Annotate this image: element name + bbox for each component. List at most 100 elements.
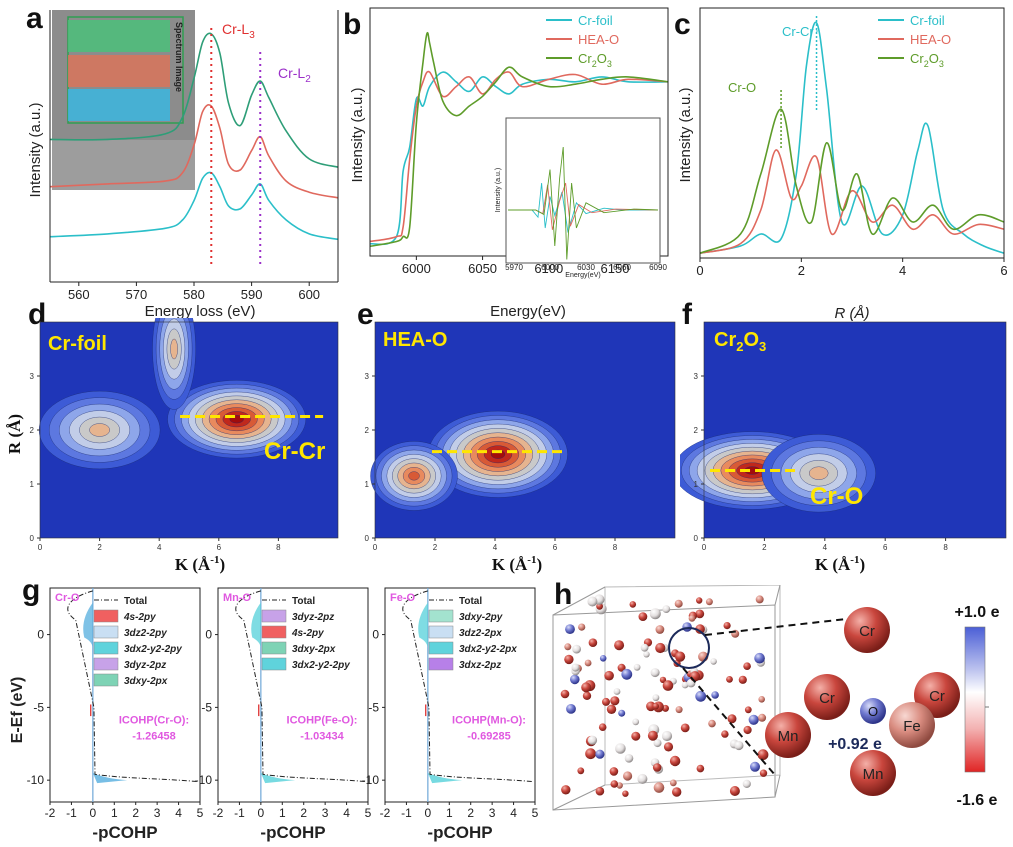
annot-cr-cr: Cr-Cr — [782, 24, 814, 39]
atom-sphere — [727, 714, 737, 724]
c-series-2 — [699, 108, 1005, 254]
highlight-circle — [668, 627, 710, 669]
atom-sphere — [682, 622, 692, 632]
atom-sphere — [614, 640, 625, 651]
chart-d: 0 2 4 6 8 0 1 2 3 Cr-foil Cr-Cr K (Å-1) R (Å) — [5, 318, 339, 574]
f-xtick-2: 4 — [823, 543, 828, 552]
d-title: Cr-foil — [48, 333, 107, 355]
chart-c: 0 2 4 6 R (Å) Intensity (a.u.) Cr-foil HEA-… — [677, 7, 1008, 322]
g-legend-2-3: 3dx2-y2-2px — [459, 644, 517, 655]
g-xtick-1-2: 0 — [258, 806, 265, 820]
a-series-1 — [49, 104, 339, 199]
g-lower-fill-1 — [260, 772, 296, 784]
atom-sphere — [653, 739, 662, 748]
b-inset-xtick-1: 6000 — [541, 263, 559, 272]
e-xlabel: K (Å-1) — [492, 554, 542, 574]
c-xtick-0: 0 — [696, 263, 703, 278]
a-xtick-3: 590 — [241, 287, 263, 302]
g-legend-2-1: 3dxy-2py — [459, 612, 503, 623]
b-xtick-3: 6150 — [601, 261, 630, 276]
panel-label-b: b — [343, 8, 362, 41]
g-xtick-0-6: 4 — [175, 806, 182, 820]
f-contour-1-5 — [809, 466, 829, 480]
f-ytick-2: 2 — [694, 426, 699, 435]
atom-sphere — [758, 696, 765, 703]
atom-sphere — [688, 615, 696, 622]
atom-sphere — [662, 605, 671, 613]
d-ytick-1: 1 — [30, 480, 35, 489]
e-contour-1-7 — [408, 471, 420, 481]
atom-sphere — [615, 743, 626, 754]
b-inset-xlabel: Energy(eV) — [565, 272, 600, 279]
atom-mn-left: Mn — [778, 728, 799, 745]
panel-label-a: a — [26, 2, 43, 35]
atom-sphere — [565, 624, 575, 634]
g-xtick-2-1: -1 — [401, 806, 412, 820]
g-legend-1-3: 3dxy-2px — [292, 644, 336, 655]
g-legend-2-0: Total — [459, 596, 482, 607]
g-xtick-0-0: -2 — [45, 806, 56, 820]
atom-sphere — [681, 681, 689, 689]
c-xtick-2: 4 — [899, 263, 906, 278]
f-xtick-4: 8 — [943, 543, 948, 552]
g-xtick-2-6: 4 — [510, 806, 517, 820]
atom-sphere — [662, 680, 674, 691]
g-xtick-0-4: 2 — [132, 806, 139, 820]
g-ytick-2-0: 0 — [372, 628, 379, 642]
d-xtick-3: 6 — [217, 543, 222, 552]
g-tag-1: Mn-O — [223, 592, 252, 604]
a-xtick-1: 570 — [126, 287, 148, 302]
colorbar-min: -1.6 e — [957, 792, 998, 809]
atom-sphere — [672, 787, 682, 797]
atom-sphere — [675, 706, 683, 714]
g-total-curve-2 — [402, 590, 533, 783]
g-lower-fill-0 — [92, 772, 128, 784]
a-xtick-4: 600 — [298, 287, 320, 302]
g-ytick-0-2: -10 — [27, 773, 45, 787]
g-legend-0-5: 3dxy-2px — [124, 676, 168, 687]
atom-sphere — [646, 701, 656, 712]
g-ytick-1-1: -5 — [201, 700, 212, 714]
g-xtick-0-5: 3 — [154, 806, 161, 820]
g-xtick-2-4: 2 — [467, 806, 474, 820]
a-xtick-2: 580 — [183, 287, 205, 302]
g-icohp-value-0: -1.26458 — [132, 730, 175, 742]
atom-sphere — [632, 718, 640, 726]
atom-sphere — [652, 694, 660, 702]
atom-sphere — [726, 676, 733, 683]
chart-b: 6000 6050 6100 6150 Energy(eV) Intensity (a… — [349, 7, 669, 320]
annot-cr-l2: Cr-L2 — [278, 65, 311, 85]
atom-sphere — [649, 608, 661, 620]
g-xtick-1-6: 4 — [343, 806, 350, 820]
g-xtick-2-3: 1 — [446, 806, 453, 820]
g-xlabel-0: -pCOHP — [92, 823, 157, 842]
atom-sphere — [621, 668, 633, 680]
a-series-0 — [49, 32, 339, 168]
atom-sphere — [638, 612, 648, 621]
atom-sphere — [561, 785, 571, 795]
atom-sphere — [708, 719, 716, 728]
g-lower-fill-2 — [427, 772, 463, 784]
f-annot-cr-o: Cr-O — [810, 483, 863, 510]
atom-sphere — [705, 598, 713, 606]
atom-sphere — [602, 697, 610, 706]
b-series-1 — [369, 70, 669, 243]
b-legend-cr-foil: Cr-foil — [578, 13, 613, 28]
f-xtick-0: 0 — [702, 543, 707, 552]
a-series-2 — [49, 171, 339, 241]
g-icohp-value-1: -1.03434 — [300, 730, 344, 742]
g-legend-1-0: Total — [292, 596, 315, 607]
g-legend-1-4: 3dx2-y2-2py — [292, 660, 350, 671]
b-xtick-2: 6100 — [534, 261, 563, 276]
atom-sphere — [587, 596, 598, 607]
f-ytick-3: 3 — [694, 372, 699, 381]
b-legend: Cr-foil HEA-O Cr2O3 — [546, 13, 619, 69]
atom-sphere — [595, 749, 605, 759]
atom-sphere — [675, 651, 686, 662]
atom-sphere — [729, 786, 740, 796]
atom-sphere — [743, 725, 752, 735]
b-legend-hea-o: HEA-O — [578, 32, 619, 47]
